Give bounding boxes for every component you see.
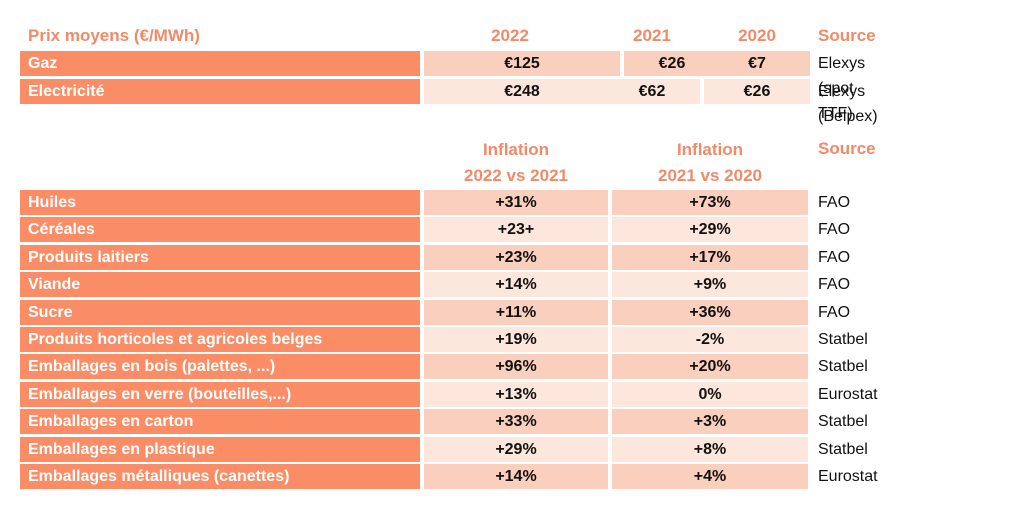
inflation-value-2021-vs-2020: -2% bbox=[612, 327, 808, 352]
inflation-value-2021-vs-2020: +9% bbox=[612, 272, 808, 298]
inflation-value-2022-vs-2021: +31% bbox=[424, 190, 608, 215]
inflation-value-2022-vs-2021: +29% bbox=[424, 436, 608, 462]
inflation-value-2022-vs-2021: +23+ bbox=[424, 217, 608, 243]
inflation-row-label: Produits horticoles et agricoles belges bbox=[20, 327, 420, 352]
inflation-source: Eurostat bbox=[818, 468, 878, 485]
inflation-header-col2: Inflation 2021 vs 2020 bbox=[612, 137, 808, 189]
energy-source: Elexys (Belpex) bbox=[818, 83, 878, 125]
inflation-header-col2-line1: Inflation bbox=[676, 140, 744, 159]
inflation-row-label: Produits laitiers bbox=[20, 244, 420, 270]
inflation-value-2021-vs-2020: +20% bbox=[612, 354, 808, 380]
inflation-value-2021-vs-2020: +4% bbox=[612, 464, 808, 489]
inflation-value-2022-vs-2021: +11% bbox=[424, 299, 608, 325]
energy-header-label: Prix moyens (€/MWh) bbox=[28, 26, 200, 45]
energy-header-source: Source bbox=[818, 26, 876, 45]
inflation-value-2022-vs-2021: +23% bbox=[424, 244, 608, 270]
inflation-row-label: Huiles bbox=[20, 190, 420, 215]
energy-header-2022: 2022 bbox=[491, 26, 529, 45]
inflation-value-2021-vs-2020: +73% bbox=[612, 190, 808, 215]
inflation-row-label: Emballages métalliques (canettes) bbox=[20, 464, 420, 489]
energy-header-2020: 2020 bbox=[738, 26, 776, 45]
inflation-header-col1-line2: 2022 vs 2021 bbox=[464, 166, 568, 185]
inflation-source: Statbel bbox=[818, 331, 868, 348]
inflation-value-2022-vs-2021: +96% bbox=[424, 354, 608, 380]
energy-value-2020: €7 bbox=[704, 51, 810, 76]
inflation-row-label: Sucre bbox=[20, 299, 420, 325]
inflation-row-label: Viande bbox=[20, 272, 420, 298]
energy-value-2022: €125 bbox=[424, 51, 620, 76]
inflation-source: Statbel bbox=[818, 413, 868, 431]
inflation-value-2021-vs-2020: +29% bbox=[612, 217, 808, 243]
inflation-source: FAO bbox=[818, 248, 851, 266]
inflation-value-2022-vs-2021: +14% bbox=[424, 272, 608, 298]
energy-value-2021: €62 bbox=[604, 79, 700, 104]
inflation-source: FAO bbox=[818, 194, 851, 211]
inflation-source: Eurostat bbox=[818, 385, 878, 403]
inflation-value-2022-vs-2021: +13% bbox=[424, 381, 608, 407]
inflation-value-2021-vs-2020: 0% bbox=[612, 381, 808, 407]
inflation-value-2022-vs-2021: +33% bbox=[424, 409, 608, 435]
inflation-source: FAO bbox=[818, 303, 851, 321]
inflation-row-label: Emballages en bois (palettes, ...) bbox=[20, 354, 420, 380]
inflation-value-2021-vs-2020: +8% bbox=[612, 436, 808, 462]
inflation-source: Statbel bbox=[818, 440, 868, 458]
inflation-header-col1-line1: Inflation bbox=[482, 140, 550, 159]
inflation-header-col1: Inflation 2022 vs 2021 bbox=[424, 137, 608, 189]
inflation-header-col2-line2: 2021 vs 2020 bbox=[658, 166, 762, 185]
inflation-source: FAO bbox=[818, 221, 851, 239]
energy-value-2020: €26 bbox=[704, 79, 810, 104]
inflation-value-2022-vs-2021: +14% bbox=[424, 464, 608, 489]
energy-row-label: Electricité bbox=[20, 79, 420, 104]
inflation-source: Statbel bbox=[818, 358, 868, 376]
inflation-header-source: Source bbox=[818, 139, 876, 158]
inflation-value-2021-vs-2020: +3% bbox=[612, 409, 808, 435]
energy-header-2021: 2021 bbox=[633, 26, 671, 45]
energy-source: Elexys (spot TTF) bbox=[818, 55, 866, 122]
inflation-row-label: Céréales bbox=[20, 217, 420, 243]
inflation-row-label: Emballages en plastique bbox=[20, 436, 420, 462]
energy-value-2022: €248 bbox=[424, 79, 620, 104]
energy-row-label: Gaz bbox=[20, 51, 420, 76]
inflation-value-2021-vs-2020: +17% bbox=[612, 244, 808, 270]
inflation-value-2021-vs-2020: +36% bbox=[612, 299, 808, 325]
inflation-row-label: Emballages en verre (bouteilles,...) bbox=[20, 381, 420, 407]
inflation-value-2022-vs-2021: +19% bbox=[424, 327, 608, 352]
inflation-row-label: Emballages en carton bbox=[20, 409, 420, 435]
inflation-source: FAO bbox=[818, 276, 851, 294]
